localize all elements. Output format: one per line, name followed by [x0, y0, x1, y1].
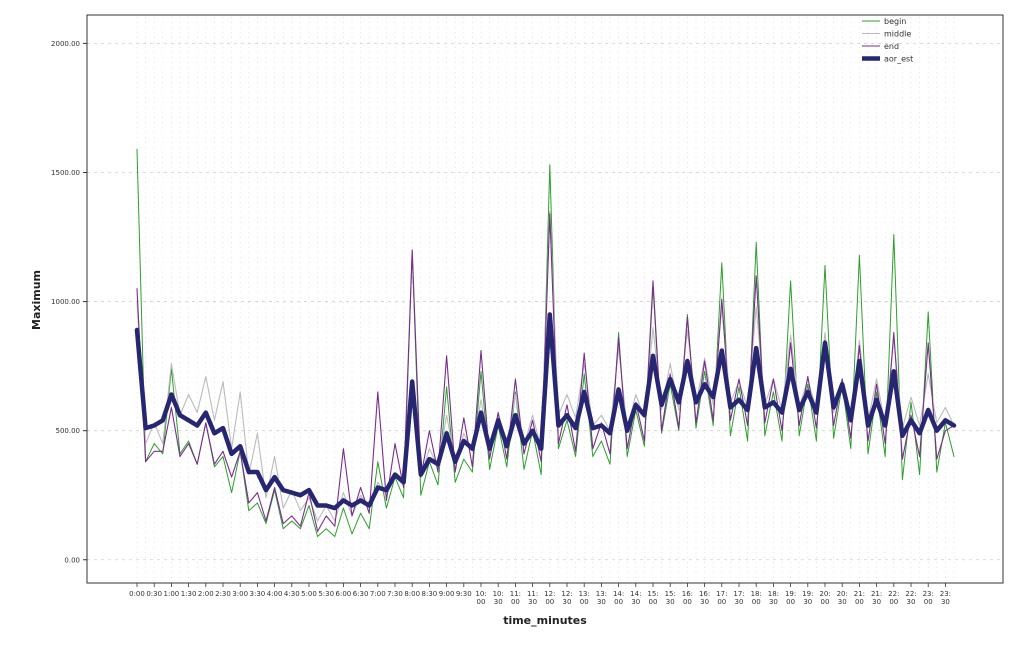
x-tick-label: 9:00 — [439, 590, 455, 598]
x-tick-label: 30 — [528, 598, 537, 606]
x-tick-label: 13: — [596, 590, 607, 598]
x-tick-label: 3:00 — [232, 590, 248, 598]
x-tick-label: 20: — [819, 590, 830, 598]
x-tick-label: 11: — [510, 590, 521, 598]
y-tick-label: 500.00 — [56, 427, 81, 435]
x-tick-label: 18: — [751, 590, 762, 598]
x-tick-label: 00 — [580, 598, 589, 606]
x-tick-label: 30 — [494, 598, 503, 606]
x-tick-label: 00 — [821, 598, 830, 606]
x-tick-label: 1:30 — [181, 590, 197, 598]
x-tick-label: 11: — [527, 590, 538, 598]
x-tick-label: 8:00 — [404, 590, 420, 598]
x-tick-label: 00 — [717, 598, 726, 606]
x-tick-label: 0:30 — [146, 590, 162, 598]
x-tick-label: 30 — [907, 598, 916, 606]
y-gridlines — [87, 43, 1003, 561]
y-tick-label: 0.00 — [64, 556, 80, 564]
x-tick-label: 10: — [493, 590, 504, 598]
x-tick-label: 15: — [647, 590, 658, 598]
x-tick-label: 00 — [683, 598, 692, 606]
x-tick-label: 30 — [700, 598, 709, 606]
x-axis-title: time_minutes — [503, 614, 587, 627]
x-tick-label: 30 — [597, 598, 606, 606]
x-tick-label: 30 — [769, 598, 778, 606]
y-axis-title: Maximum — [30, 270, 43, 330]
x-tick-label: 13: — [579, 590, 590, 598]
x-tick-label: 00 — [614, 598, 623, 606]
x-tick-label: 00 — [924, 598, 933, 606]
x-tick-label: 22: — [905, 590, 916, 598]
x-tick-label: 14: — [630, 590, 641, 598]
x-tick-label: 22: — [888, 590, 899, 598]
x-tick-label: 00 — [855, 598, 864, 606]
legend-label-middle: middle — [884, 30, 911, 39]
x-tick-label: 20: — [837, 590, 848, 598]
legend-label-end: end — [884, 42, 899, 51]
x-tick-label: 3:30 — [250, 590, 266, 598]
x-tick-label: 21: — [871, 590, 882, 598]
x-tick-label: 30 — [838, 598, 847, 606]
x-tick-label: 12: — [544, 590, 555, 598]
x-tick-label: 00 — [889, 598, 898, 606]
x-tick-label: 10: — [475, 590, 486, 598]
x-tick-label: 30 — [666, 598, 675, 606]
x-tick-label: 16: — [699, 590, 710, 598]
x-tick-label: 00 — [786, 598, 795, 606]
legend-label-aor-est: aor_est — [884, 55, 913, 64]
x-tick-label: 00 — [477, 598, 486, 606]
x-tick-label: 17: — [716, 590, 727, 598]
x-tick-label: 21: — [854, 590, 865, 598]
x-tick-label: 30 — [563, 598, 572, 606]
x-tick-label: 14: — [613, 590, 624, 598]
series-line-aor-est — [134, 312, 957, 511]
x-tick-label: 0:00 — [129, 590, 145, 598]
x-tick-label: 9:30 — [456, 590, 472, 598]
legend: begin middle end aor_est — [862, 17, 913, 64]
x-tick-label: 00 — [545, 598, 554, 606]
x-tick-label: 19: — [785, 590, 796, 598]
x-tick-label: 6:30 — [353, 590, 369, 598]
x-tick-label: 4:00 — [267, 590, 283, 598]
x-tick-label: 00 — [649, 598, 658, 606]
x-tick-label: 30 — [631, 598, 640, 606]
x-tick-label: 8:30 — [422, 590, 438, 598]
x-tick-label: 15: — [665, 590, 676, 598]
plot-frame — [86, 14, 1004, 584]
x-tick-label: 7:00 — [370, 590, 386, 598]
x-tick-label: 4:30 — [284, 590, 300, 598]
y-tick-label: 1000.00 — [51, 298, 80, 306]
x-tick-label: 16: — [682, 590, 693, 598]
x-tick-label: 2:30 — [215, 590, 231, 598]
x-tick-label: 18: — [768, 590, 779, 598]
x-tick-label: 30 — [941, 598, 950, 606]
x-tick-label: 1:00 — [164, 590, 180, 598]
x-tick-label: 7:30 — [387, 590, 403, 598]
x-tick-label: 00 — [511, 598, 520, 606]
x-tick-label: 12: — [561, 590, 572, 598]
x-tick-label: 30 — [735, 598, 744, 606]
x-tick-label: 23: — [940, 590, 951, 598]
x-tick-label: 5:00 — [301, 590, 317, 598]
x-tick-label: 30 — [872, 598, 881, 606]
y-tick-label: 2000.00 — [51, 40, 80, 48]
x-tick-label: 17: — [733, 590, 744, 598]
x-tick-label: 2:00 — [198, 590, 214, 598]
x-tick-label: 5:30 — [318, 590, 334, 598]
x-tick-label: 19: — [802, 590, 813, 598]
x-tick-label: 23: — [923, 590, 934, 598]
x-tick-label: 30 — [803, 598, 812, 606]
y-tick-label: 1500.00 — [51, 169, 80, 177]
series-layer — [134, 148, 957, 537]
y-axis-ticks: 0.00 500.00 1000.00 1500.00 2000.00 — [51, 40, 87, 564]
legend-label-begin: begin — [884, 17, 906, 26]
x-axis-ticks: 0:00 0:30 1:00 1:30 2:00 2:30 3:00 3:30 4:00 4:30… — [129, 583, 951, 606]
x-tick-label: 00 — [752, 598, 761, 606]
x-tick-label: 6:00 — [336, 590, 352, 598]
